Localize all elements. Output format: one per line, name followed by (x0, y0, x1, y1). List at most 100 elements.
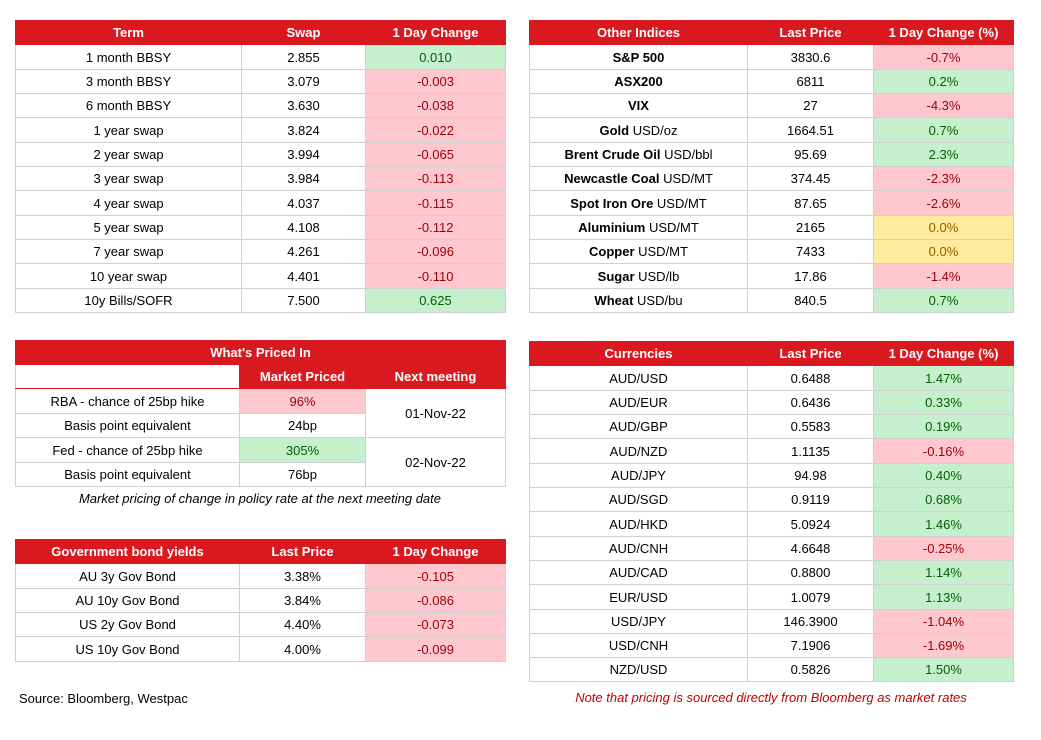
index-unit: USD/oz (629, 122, 678, 138)
swap-header-change: 1 Day Change (365, 20, 506, 45)
currency-change: -0.16% (873, 438, 1014, 464)
currency-change: -1.04% (873, 609, 1014, 634)
swap-rate: 7.500 (241, 288, 366, 313)
swap-term: 3 year swap (15, 166, 242, 191)
currency-change: 1.46% (873, 511, 1014, 537)
swap-change: -0.065 (365, 142, 506, 167)
swap-rate: 3.630 (241, 93, 366, 118)
swap-term: 10 year swap (15, 263, 242, 289)
indices-header-change: 1 Day Change (%) (873, 20, 1014, 45)
bond-yields-table: Government bond yields Last Price 1 Day … (15, 539, 506, 662)
index-name: Brent Crude Oil USD/bbl (529, 142, 748, 167)
currency-pair: AUD/JPY (529, 463, 748, 488)
table-row: Spot Iron Ore USD/MT 87.65 -2.6% (529, 190, 1014, 216)
index-price: 7433 (747, 239, 874, 264)
table-row: Brent Crude Oil USD/bbl 95.69 2.3% (529, 142, 1014, 167)
index-name-bold: Sugar (597, 268, 635, 284)
priced-in-header-blank (15, 364, 240, 389)
index-name: S&P 500 (529, 44, 748, 70)
index-name-bold: Wheat (594, 293, 634, 308)
bond-price: 4.00% (239, 636, 366, 662)
swap-term: 3 month BBSY (15, 69, 242, 94)
swap-rate: 4.037 (241, 190, 366, 216)
currency-change: 1.50% (873, 657, 1014, 682)
bond-name: US 2y Gov Bond (15, 612, 240, 637)
source-note: Source: Bloomberg, Westpac (19, 691, 188, 706)
swap-change: -0.113 (365, 166, 506, 191)
currency-price: 4.6648 (747, 536, 874, 561)
index-change: -4.3% (873, 93, 1014, 118)
currency-price: 1.0079 (747, 584, 874, 610)
currency-price: 0.5583 (747, 414, 874, 439)
index-name-bold: ASX200 (614, 74, 663, 89)
index-name: Copper USD/MT (529, 239, 748, 264)
index-name: Sugar USD/lb (529, 263, 748, 289)
table-row: 3 year swap 3.984 -0.113 (15, 166, 506, 191)
table-row: Gold USD/oz 1664.51 0.7% (529, 117, 1014, 143)
swap-term: 6 month BBSY (15, 93, 242, 118)
bonds-header-price: Last Price (239, 539, 366, 564)
swap-change: -0.022 (365, 117, 506, 143)
index-name: Gold USD/oz (529, 117, 748, 143)
currency-price: 0.8800 (747, 560, 874, 585)
index-name: Newcastle Coal USD/MT (529, 166, 748, 191)
currencies-header-price: Last Price (747, 341, 874, 366)
swap-change: 0.625 (365, 288, 506, 313)
table-row: Wheat USD/bu 840.5 0.7% (529, 288, 1014, 313)
swap-rate: 4.108 (241, 215, 366, 240)
swap-rate: 3.984 (241, 166, 366, 191)
table-row: AUD/NZD 1.1135 -0.16% (529, 438, 1014, 464)
priced-in-label: Basis point equivalent (15, 413, 240, 438)
index-name-bold: Gold (599, 122, 630, 138)
indices-table: Other Indices Last Price 1 Day Change (%… (529, 20, 1014, 313)
swap-change: -0.096 (365, 239, 506, 264)
index-change: -1.4% (873, 263, 1014, 289)
priced-in-value: 305% (239, 437, 366, 463)
currency-change: 1.47% (873, 365, 1014, 391)
priced-in-header-market: Market Priced (239, 364, 366, 389)
swap-rate: 3.994 (241, 142, 366, 167)
index-unit: USD/MT (653, 195, 707, 211)
index-change: 0.2% (873, 69, 1014, 94)
bond-price: 3.84% (239, 588, 366, 613)
table-row: 5 year swap 4.108 -0.112 (15, 215, 506, 240)
currency-change: -1.69% (873, 633, 1014, 658)
index-unit: USD/bu (633, 293, 683, 308)
priced-in-label: RBA - chance of 25bp hike (15, 388, 240, 414)
index-price: 840.5 (747, 288, 874, 313)
index-change: 0.7% (873, 117, 1014, 143)
swap-change: -0.003 (365, 69, 506, 94)
index-name: ASX200 (529, 69, 748, 94)
swap-rate: 4.261 (241, 239, 366, 264)
index-price: 3830.6 (747, 44, 874, 70)
table-row: VIX 27 -4.3% (529, 93, 1014, 118)
currency-pair: AUD/EUR (529, 390, 748, 415)
table-row: 3 month BBSY 3.079 -0.003 (15, 69, 506, 94)
swap-term: 7 year swap (15, 239, 242, 264)
currency-pair: AUD/SGD (529, 487, 748, 512)
bond-price: 3.38% (239, 563, 366, 589)
currency-change: 0.33% (873, 390, 1014, 415)
table-row: Copper USD/MT 7433 0.0% (529, 239, 1014, 264)
table-row: 7 year swap 4.261 -0.096 (15, 239, 506, 264)
table-row: 4 year swap 4.037 -0.115 (15, 190, 506, 216)
currency-change: 0.19% (873, 414, 1014, 439)
index-change: -2.3% (873, 166, 1014, 191)
table-row: S&P 500 3830.6 -0.7% (529, 44, 1014, 70)
swap-table: Term Swap 1 Day Change 1 month BBSY 2.855… (15, 20, 506, 313)
table-row: Sugar USD/lb 17.86 -1.4% (529, 263, 1014, 289)
bond-name: AU 3y Gov Bond (15, 563, 240, 589)
table-row: 1 year swap 3.824 -0.022 (15, 117, 506, 143)
currency-price: 0.9119 (747, 487, 874, 512)
currency-price: 1.1135 (747, 438, 874, 464)
priced-in-value: 24bp (239, 413, 366, 438)
swap-change: -0.110 (365, 263, 506, 289)
bond-change: -0.086 (365, 588, 506, 613)
table-row: AUD/GBP 0.5583 0.19% (529, 414, 1014, 439)
currency-pair: AUD/HKD (529, 511, 748, 537)
table-row: 10y Bills/SOFR 7.500 0.625 (15, 288, 506, 313)
table-row: 2 year swap 3.994 -0.065 (15, 142, 506, 167)
table-row: 1 month BBSY 2.855 0.010 (15, 44, 506, 70)
currencies-table: Currencies Last Price 1 Day Change (%) A… (529, 341, 1014, 682)
table-row: AUD/CNH 4.6648 -0.25% (529, 536, 1014, 561)
